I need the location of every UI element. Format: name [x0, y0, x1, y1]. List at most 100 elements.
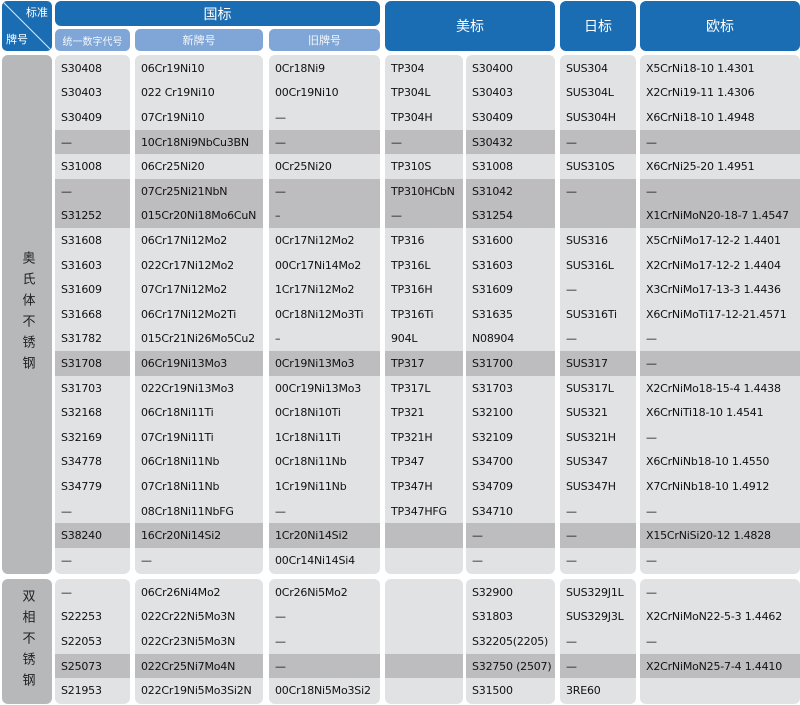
table-cell: X6CrNiMoTi17-12-21.4571	[646, 307, 787, 321]
table-cell: 00Cr18Ni5Mo3Si2	[275, 684, 371, 698]
table-cell: 06Cr26Ni4Mo2	[141, 585, 221, 599]
table-cell: S30408	[61, 61, 102, 75]
table-cell: S31703	[61, 381, 102, 395]
table-cell: —	[55, 129, 130, 155]
table-cell: —	[61, 504, 72, 518]
column-us-tp	[385, 579, 463, 704]
table-cell: SUS329J3L	[566, 610, 624, 624]
table-cell: S25073	[55, 653, 130, 679]
table-cell	[560, 203, 636, 229]
table-cell: –	[269, 203, 380, 229]
table-cell: TP316	[391, 233, 425, 247]
table-cell: —	[560, 523, 636, 548]
table-cell: 0Cr19Ni13Mo3	[269, 351, 380, 376]
table-cell: N08904	[472, 332, 515, 346]
table-cell: —	[646, 634, 657, 648]
table-cell: 00Cr19Ni10	[275, 86, 339, 100]
corner-header: 标准 牌号	[2, 1, 52, 51]
table-cell: X2CrNiMo17-12-2 1.4404	[646, 258, 781, 272]
table-cell: 022Cr22Ni5Mo3N	[141, 610, 236, 624]
table-cell: 06Cr17Ni12Mo2Ti	[141, 307, 237, 321]
table-cell: 07Cr19Ni11Ti	[141, 430, 214, 444]
table-cell	[385, 653, 463, 679]
section-label: 奥氏体不锈钢	[2, 55, 52, 574]
table-cell: 015Cr21Ni26Mo5Cu2	[141, 332, 255, 346]
column-jis: SUS304 SUS304L SUS304H — SUS310S — SUS316 SUS31…	[560, 55, 636, 574]
table-cell: S31609	[61, 283, 102, 297]
table-cell: S32100	[472, 406, 513, 420]
table-cell: 06Cr18Ni11Ti	[141, 406, 214, 420]
table-cell: —	[560, 653, 636, 679]
table-cell: —	[61, 585, 72, 599]
table-cell: X1CrNiMoN20-18-7 1.4547	[640, 203, 800, 229]
table-cell: TP304L	[391, 86, 431, 100]
table-cell: 07Cr19Ni10	[141, 110, 205, 124]
table-cell: 06Cr18Ni11Nb	[141, 455, 220, 469]
table-cell: SUS304	[566, 61, 608, 75]
table-cell: —	[566, 504, 577, 518]
header-jis: 日标	[560, 1, 636, 51]
subheader-unified: 统一数字代号	[55, 29, 130, 51]
table-cell: SUS316	[566, 233, 608, 247]
table-cell	[385, 629, 463, 654]
table-cell: 022Cr19Ni5Mo3Si2N	[141, 684, 252, 698]
table-cell: —	[560, 179, 636, 204]
column-unified: — S22253 S22053 S25073 S21953	[55, 579, 130, 704]
table-cell: X6CrNiNb18-10 1.4550	[646, 455, 770, 469]
table-cell: TP321	[391, 406, 425, 420]
table-cell: S30409	[61, 110, 102, 124]
table-cell: S34709	[472, 479, 513, 493]
table-cell: SUS321H	[566, 430, 616, 444]
table-cell: 3RE60	[566, 684, 601, 698]
table-cell: SUS347	[566, 455, 608, 469]
table-cell: S31600	[472, 233, 513, 247]
table-cell: S31252	[55, 203, 130, 229]
table-cell: TP316H	[391, 283, 433, 297]
table-cell: —	[55, 179, 130, 204]
table-cell: 1Cr17Ni12Mo2	[275, 283, 355, 297]
table-cell: SUS347H	[566, 479, 616, 493]
table-cell: TP347	[391, 455, 425, 469]
table-cell: X2CrNiMoN25-7-4 1.4410	[640, 653, 800, 679]
table-cell: S38240	[55, 523, 130, 548]
table-cell: 0Cr25Ni20	[275, 160, 332, 174]
table-cell: 06Cr19Ni10	[141, 61, 205, 75]
table-cell: SUS310S	[566, 160, 615, 174]
column-us-uns: S30400 S30403 S30409 S30432 S31008 S31042 S312…	[466, 55, 555, 574]
table-cell: —	[640, 351, 800, 376]
table-cell: S30403	[472, 86, 513, 100]
column-en: — X2CrNiMoN22-5-3 1.4462 — X2CrNiMoN25-7-4 …	[640, 579, 800, 704]
table-cell: —	[640, 179, 800, 204]
table-cell: 06Cr19Ni13Mo3	[135, 351, 263, 376]
table-cell: S31668	[61, 307, 102, 321]
table-cell: X3CrNiMo17-13-3 1.4436	[646, 283, 781, 297]
column-jis: SUS329J1L SUS329J3L — — 3RE60	[560, 579, 636, 704]
table-cell: 022 Cr19Ni10	[141, 86, 215, 100]
column-us-uns: S32900 S31803 S32205(2205) S32750 (2507) S31…	[466, 579, 555, 704]
table-cell: X6CrNi18-10 1.4948	[646, 110, 755, 124]
table-cell: X2CrNiMoN22-5-3 1.4462	[646, 610, 782, 624]
table-cell: S31608	[61, 233, 102, 247]
table-cell: 022Cr23Ni5Mo3N	[141, 634, 236, 648]
table-cell: 07Cr17Ni12Mo2	[141, 283, 228, 297]
table-cell: S31254	[466, 203, 555, 229]
column-new: 06Cr26Ni4Mo2 022Cr22Ni5Mo3N 022Cr23Ni5Mo3N…	[135, 579, 263, 704]
table-cell: —	[566, 283, 577, 297]
table-cell: —	[275, 504, 286, 518]
table-cell: TP347H	[391, 479, 433, 493]
table-cell: 07Cr18Ni11Nb	[141, 479, 220, 493]
table-cell: SUS316Ti	[566, 307, 617, 321]
table-cell: —	[646, 430, 657, 444]
table-cell: —	[275, 610, 286, 624]
table-cell: TP317L	[391, 381, 431, 395]
table-cell: S31700	[466, 351, 555, 376]
table-cell: SUS317	[560, 351, 636, 376]
table-cell: S31042	[466, 179, 555, 204]
table-cell: X2CrNi19-11 1.4306	[646, 86, 755, 100]
table-cell: 06Cr25Ni20	[141, 160, 205, 174]
table-cell: 0Cr18Ni12Mo3Ti	[275, 307, 364, 321]
table-cell: 08Cr18Ni11NbFG	[141, 504, 234, 518]
table-cell: —	[566, 634, 577, 648]
table-cell: S31782	[61, 332, 102, 346]
table-cell: TP304H	[391, 110, 433, 124]
